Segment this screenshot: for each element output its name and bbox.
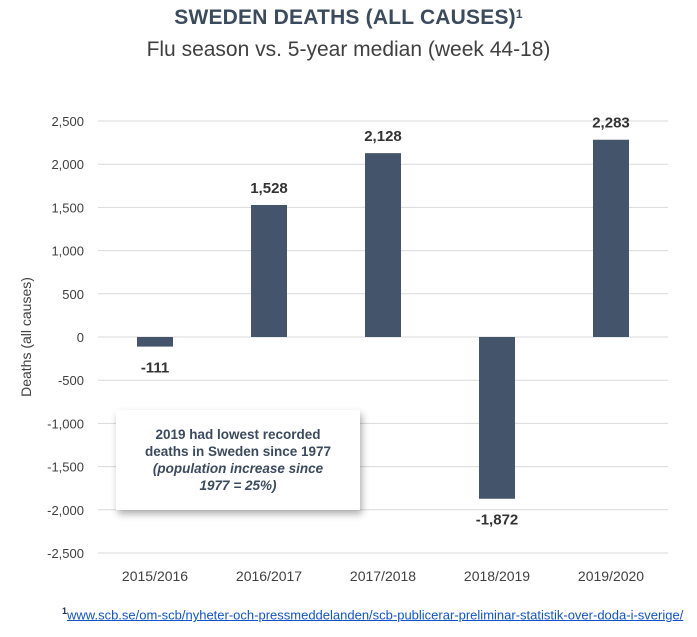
bars xyxy=(137,139,629,499)
x-tick-label: 2019/2020 xyxy=(578,568,644,584)
x-tick-label: 2015/2016 xyxy=(122,568,188,584)
annotation-box: 2019 had lowest recorded deaths in Swede… xyxy=(116,410,360,510)
bar xyxy=(479,337,515,499)
annotation-line-2: deaths in Sweden since 1977 xyxy=(144,444,332,459)
bar xyxy=(365,153,401,337)
y-tick-label: 500 xyxy=(62,287,84,302)
source-link[interactable]: www.scb.se/om-scb/nyheter-och-pressmedde… xyxy=(67,607,684,623)
y-tick-label: 2,000 xyxy=(51,157,84,172)
y-axis-ticks: 2,500 2,000 1,500 1,000 500 0 -500 -1,000 -1,500… xyxy=(47,114,84,561)
y-tick-label: 1,500 xyxy=(51,200,84,215)
y-tick-label: 2,500 xyxy=(51,114,84,129)
y-tick-label: 1,000 xyxy=(51,244,84,259)
annotation-line-4: 1977 = 25%) xyxy=(199,478,277,493)
x-tick-label: 2018/2019 xyxy=(464,568,530,584)
chart-subtitle: Flu season vs. 5-year median (week 44-18… xyxy=(146,38,551,61)
y-tick-label: -1,000 xyxy=(47,416,84,431)
data-label: 2,283 xyxy=(592,115,630,132)
footnote: 1www.scb.se/om-scb/nyheter-och-pressmedd… xyxy=(62,606,683,622)
y-tick-label: -2,000 xyxy=(47,503,84,518)
y-tick-label: -500 xyxy=(58,373,84,388)
data-label: 1,528 xyxy=(250,180,288,197)
data-label: -1,872 xyxy=(476,512,519,529)
data-label: -111 xyxy=(141,360,169,377)
bar xyxy=(593,139,629,337)
bar-chart: 2,500 2,000 1,500 1,000 500 0 -500 -1,000 -1,500… xyxy=(18,114,668,584)
annotation-line-1: 2019 had lowest recorded xyxy=(155,427,321,442)
x-tick-label: 2017/2018 xyxy=(350,568,416,584)
bar xyxy=(137,337,173,347)
x-axis-ticks: 2015/2016 2016/2017 2017/2018 2018/2019 2019… xyxy=(122,568,644,584)
footnote-marker: 1 xyxy=(62,606,68,616)
data-label: 2,128 xyxy=(364,128,402,145)
chart-title: SWEDEN DEATHS (ALL CAUSES)1 xyxy=(0,6,697,30)
x-tick-label: 2016/2017 xyxy=(236,568,302,584)
bar xyxy=(251,204,287,337)
chart-title-text: SWEDEN DEATHS (ALL CAUSES) xyxy=(174,6,516,29)
y-tick-label: 0 xyxy=(77,330,84,345)
y-tick-label: -1,500 xyxy=(47,460,84,475)
y-tick-label: -2,500 xyxy=(47,546,84,561)
y-axis-label: Deaths (all causes) xyxy=(18,277,34,397)
title-footnote-marker: 1 xyxy=(515,7,523,21)
annotation-line-3: (population increase since xyxy=(152,461,324,476)
value-labels: -111 1,528 2,128 -1,872 2,283 xyxy=(141,115,630,529)
